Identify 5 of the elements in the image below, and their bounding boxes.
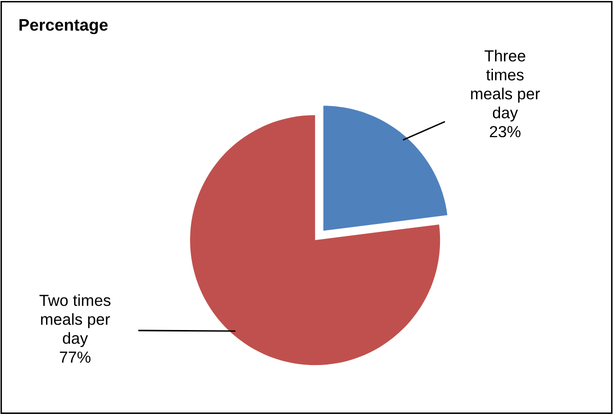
slice-label: Two times meals per day <box>39 294 110 348</box>
chart-title: Percentage <box>20 19 108 34</box>
data-label: 23% <box>490 126 520 138</box>
data-label: 77% <box>60 352 90 363</box>
slice-label: Three times meals per day <box>471 50 540 122</box>
